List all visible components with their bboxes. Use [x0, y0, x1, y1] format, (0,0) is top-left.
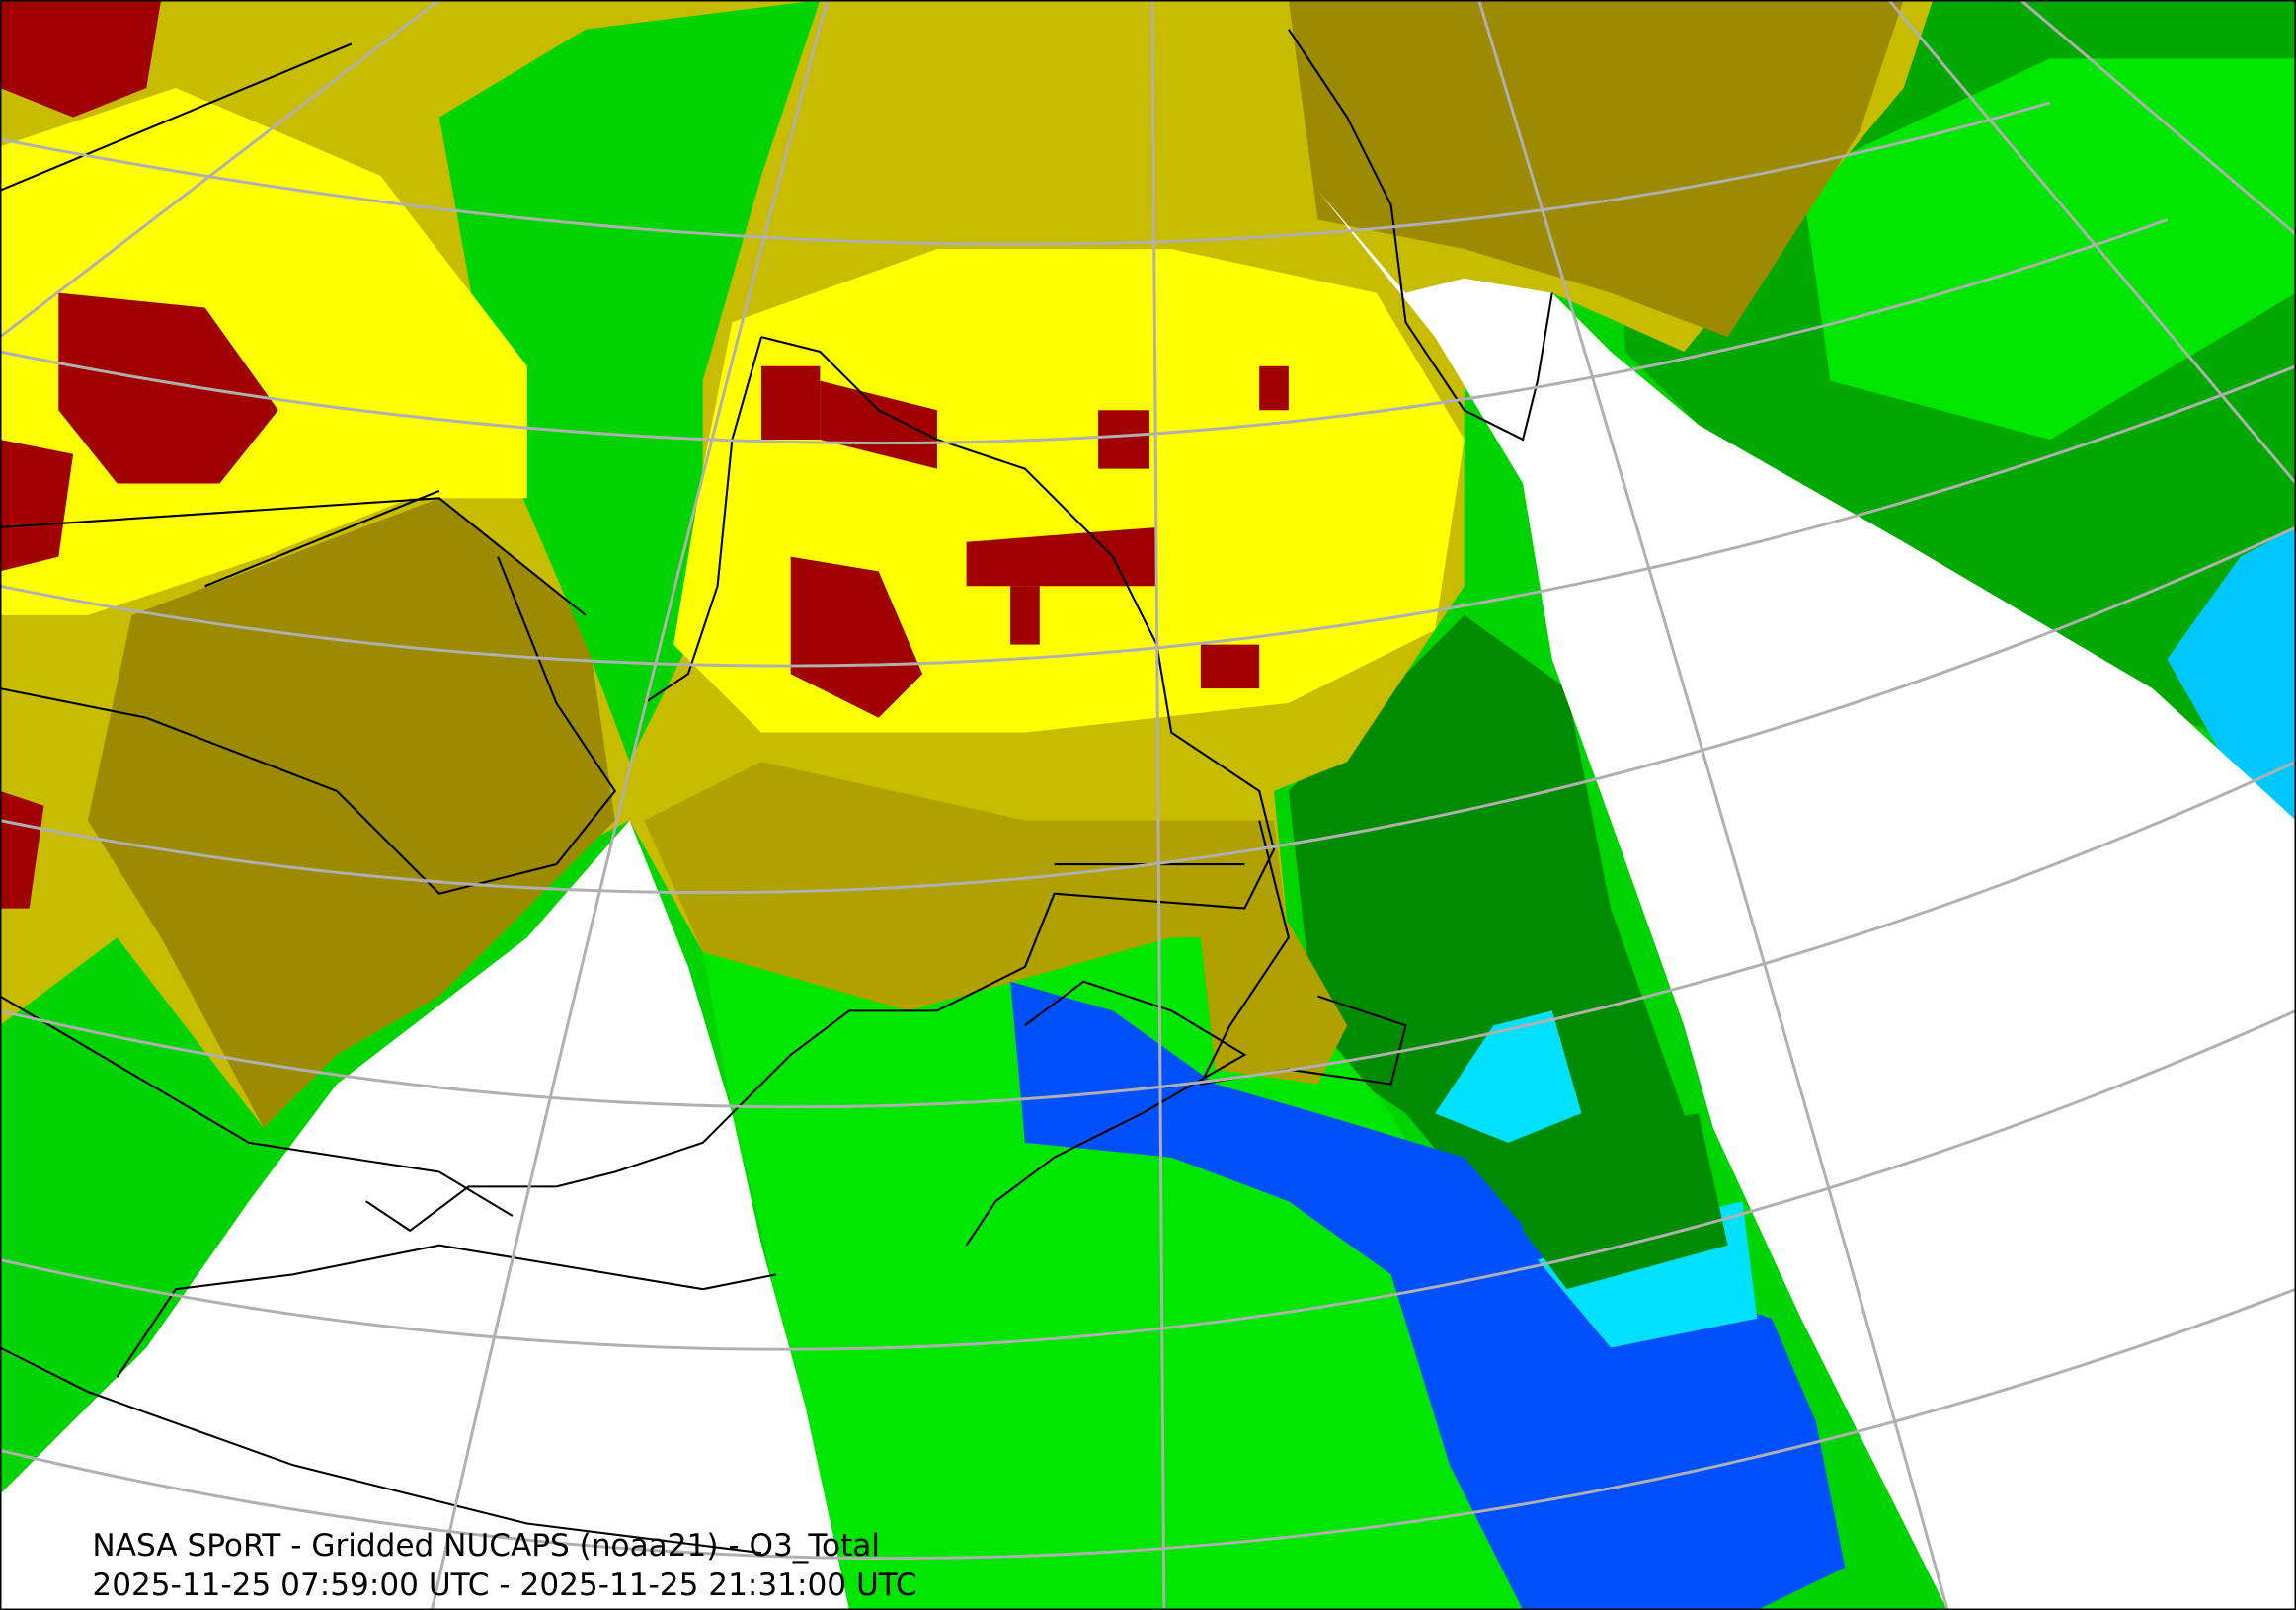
field-green-band — [438, 0, 821, 763]
field-high-patches — [0, 0, 1289, 909]
field-olive — [1200, 923, 1348, 1085]
coastlines — [0, 29, 1553, 1555]
field-cyan — [1435, 1010, 1582, 1143]
map-subtitle: 2025-11-25 07:59:00 UTC - 2025-11-25 21:… — [92, 1568, 916, 1603]
field-olive — [644, 762, 1289, 1011]
field-olive — [87, 498, 615, 1129]
field-green — [1800, 58, 2296, 440]
field-dark-green — [1523, 1113, 1728, 1290]
no-data — [0, 190, 2296, 1610]
map-title: NASA SPoRT - Gridded NUCAPS (noaa21) - O… — [92, 1528, 880, 1564]
field-olive — [1288, 0, 1904, 338]
field-blue — [1010, 981, 1846, 1610]
field-cyan — [2167, 526, 2296, 821]
